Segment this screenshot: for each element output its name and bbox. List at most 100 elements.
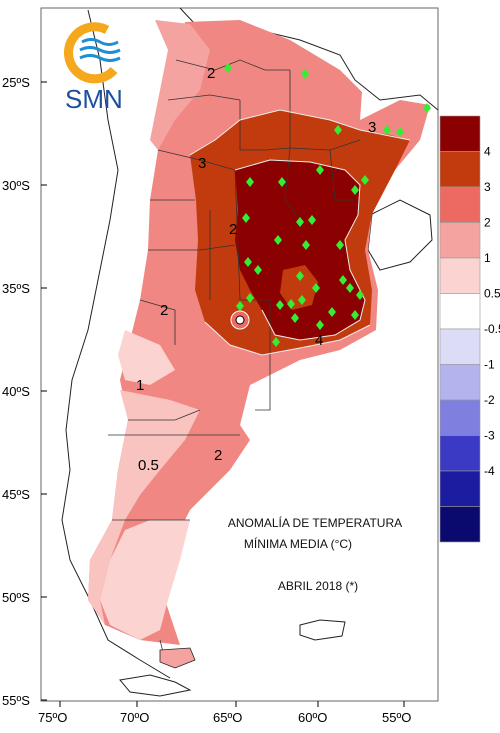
station-marker xyxy=(316,320,324,330)
caption-line1: ANOMALÍA DE TEMPERATURA xyxy=(228,515,402,530)
station-marker xyxy=(254,265,262,275)
legend-swatch xyxy=(439,399,481,436)
lon-label-65: 65ºO xyxy=(213,710,242,725)
lat-label-55: 55ºS xyxy=(2,693,30,708)
station-marker xyxy=(383,125,391,135)
tierra-del-fuego xyxy=(119,674,192,697)
station-marker xyxy=(301,69,309,79)
lon-label-55: 55ºO xyxy=(382,710,411,725)
legend-swatch xyxy=(439,257,481,294)
lat-label-45: 45ºS xyxy=(2,487,30,502)
zone-anomaly-0.5-west xyxy=(118,330,175,385)
legend-label: -2 xyxy=(484,393,495,407)
station-marker xyxy=(278,177,286,187)
station-marker xyxy=(246,293,254,303)
caption-line2: MÍNIMA MEDIA (°C) xyxy=(244,536,352,551)
lon-label-75: 75ºO xyxy=(38,710,67,725)
logo-waves xyxy=(79,38,121,62)
contour-label: 4 xyxy=(315,332,323,349)
legend-swatch xyxy=(439,435,481,472)
station-marker xyxy=(396,127,404,137)
contour-label: 0.5 xyxy=(138,457,159,474)
contour-label: 2 xyxy=(214,447,222,464)
brazil-border xyxy=(354,79,439,111)
zone-anomaly-3-pocket xyxy=(280,265,318,310)
lat-label-25: 25ºS xyxy=(2,75,30,90)
station-marker xyxy=(312,283,320,293)
legend: 4 3 2 1 0.5 -0.5 -1 -2 -3 -4 xyxy=(439,115,500,543)
station-marker xyxy=(346,283,354,293)
contour-label: 1 xyxy=(136,377,144,394)
station-marker xyxy=(356,290,364,300)
legend-swatch xyxy=(439,115,481,152)
chile-coast xyxy=(61,9,171,679)
legend-swatch xyxy=(439,364,481,401)
zone-anomaly-4 xyxy=(235,160,365,340)
caption-line3: ABRIL 2018 (*) xyxy=(278,579,358,593)
legend-label: -4 xyxy=(484,464,495,478)
station-marker xyxy=(302,240,310,250)
legend-label: -0.5 xyxy=(484,322,500,336)
station-marker xyxy=(287,299,295,309)
legend-swatch xyxy=(439,151,481,188)
station-marker xyxy=(296,271,304,281)
tierra-del-fuego-ar xyxy=(159,647,196,669)
station-marker xyxy=(224,63,232,73)
lat-label-30: 30ºS xyxy=(2,178,30,193)
station-marker xyxy=(334,125,342,135)
legend-swatch xyxy=(439,222,481,259)
contour-labels-layer: 2 3 2 3 4 2 1 0.5 2 xyxy=(136,65,376,474)
zone-anomaly-0.5-patagonia xyxy=(100,520,190,640)
station-marker xyxy=(276,300,284,310)
station-marker xyxy=(274,235,282,245)
contour-label: 2 xyxy=(160,302,168,319)
zone-anomaly-05-south xyxy=(88,390,200,625)
legend-label: 4 xyxy=(484,145,491,159)
lat-label-50: 50ºS xyxy=(2,590,30,605)
zone-anomaly-spot-center xyxy=(235,315,245,325)
legend-swatch xyxy=(439,328,481,365)
legend-label: 3 xyxy=(484,180,491,194)
station-marker xyxy=(244,257,252,267)
legend-label: 2 xyxy=(484,216,491,230)
zone-anomaly-1-north xyxy=(150,20,210,150)
station-marker xyxy=(296,217,304,227)
contour-label: 2 xyxy=(229,221,237,238)
station-marker xyxy=(308,215,316,225)
station-marker xyxy=(339,275,347,285)
falklands xyxy=(299,619,346,641)
lon-axis: 75ºO 70ºO 65ºO 60ºO 55ºO xyxy=(38,701,411,725)
legend-label: -3 xyxy=(484,429,495,443)
station-marker xyxy=(361,175,369,185)
station-marker xyxy=(291,313,299,323)
legend-label: 1 xyxy=(484,251,491,265)
smn-logo: SMN xyxy=(64,22,123,114)
stations-layer xyxy=(224,63,431,347)
legend-label: 0.5 xyxy=(484,287,500,301)
uruguay-outline xyxy=(367,199,433,271)
lon-label-70: 70ºO xyxy=(120,710,149,725)
station-marker xyxy=(336,240,344,250)
legend-swatch xyxy=(439,186,481,223)
contour-lines xyxy=(189,109,411,356)
legend-label: -1 xyxy=(484,358,495,372)
station-marker xyxy=(272,337,280,347)
station-marker xyxy=(328,307,336,317)
station-marker xyxy=(351,185,359,195)
station-marker xyxy=(246,177,254,187)
logo-sun-arc xyxy=(64,22,118,84)
legend-swatch xyxy=(439,506,481,543)
legend-swatch xyxy=(439,470,481,507)
station-marker xyxy=(236,301,244,311)
logo-text: SMN xyxy=(65,84,123,114)
province-borders xyxy=(108,59,361,661)
legend-swatch xyxy=(439,293,481,330)
lat-label-40: 40ºS xyxy=(2,384,30,399)
contour-label: 3 xyxy=(198,155,206,172)
station-marker xyxy=(316,165,324,175)
contour-label: 2 xyxy=(207,65,215,82)
station-marker xyxy=(351,310,359,320)
station-marker xyxy=(298,295,306,305)
contour-label: 3 xyxy=(368,119,376,136)
